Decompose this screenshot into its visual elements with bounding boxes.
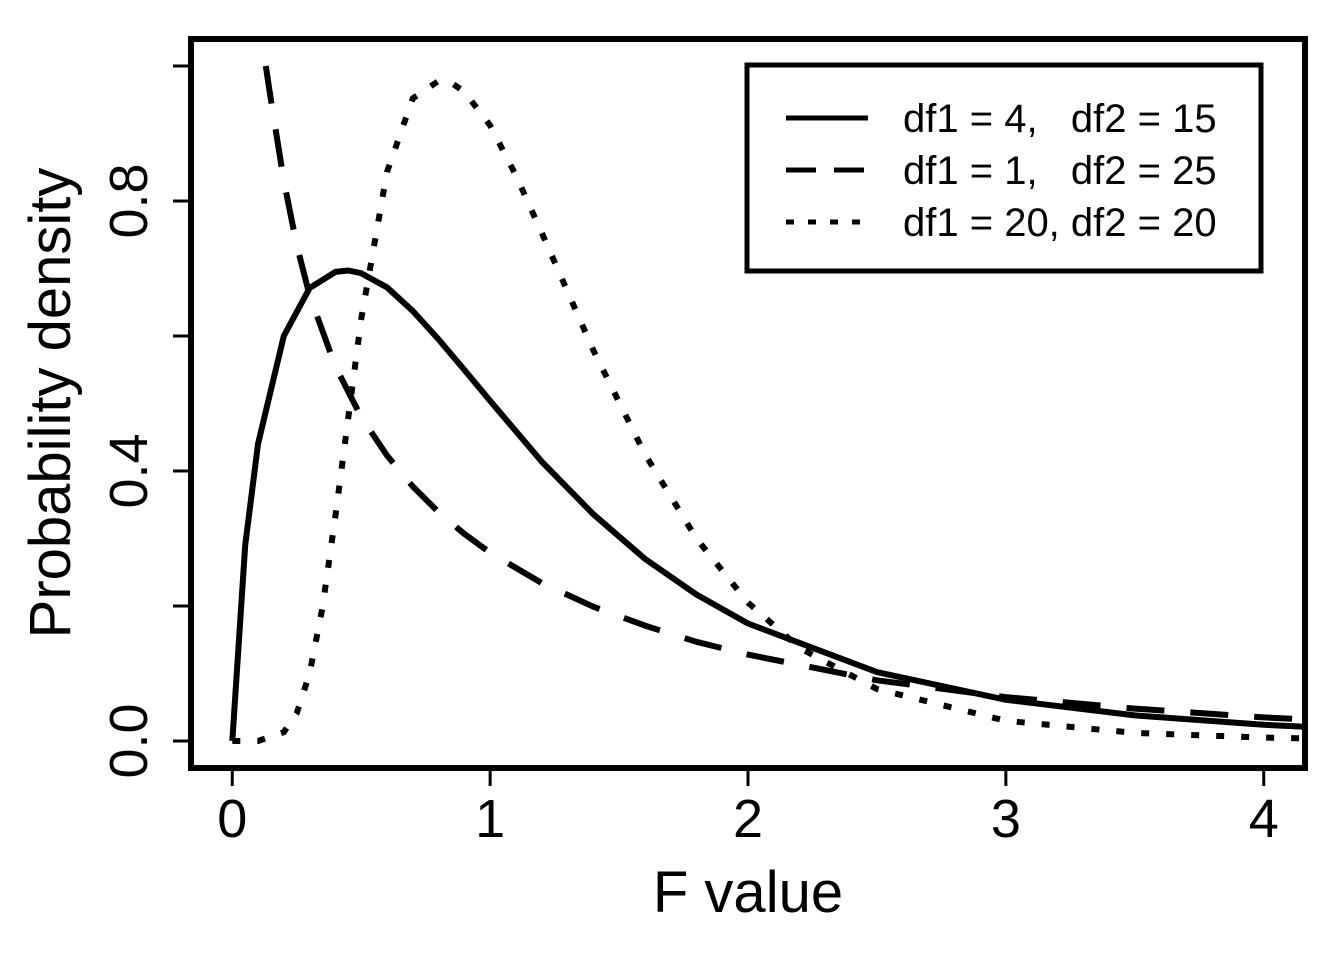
legend-box bbox=[744, 62, 1264, 274]
series-line-3 bbox=[232, 77, 1305, 744]
series-layer bbox=[229, 65, 1305, 744]
series-line-1 bbox=[229, 267, 1305, 742]
x-tick-label: 0 bbox=[217, 789, 247, 849]
x-tick-label: 2 bbox=[733, 789, 763, 849]
x-axis-title: F value bbox=[653, 860, 843, 925]
x-tick-label: 1 bbox=[475, 789, 505, 849]
y-tick-label: 0.8 bbox=[99, 163, 159, 238]
y-axis: 0.0 0.4 0.8 bbox=[99, 64, 192, 779]
x-tick-label: 3 bbox=[991, 789, 1021, 849]
legend-label-2: df1 = 1, df2 = 25 bbox=[903, 149, 1217, 193]
y-axis-title: Probability density bbox=[18, 168, 83, 639]
x-tick-label: 4 bbox=[1249, 789, 1279, 849]
y-tick-label: 0.4 bbox=[99, 433, 159, 508]
legend: df1 = 4, df2 = 15 df1 = 1, df2 = 25 df1 = … bbox=[744, 62, 1264, 274]
legend-label-1: df1 = 4, df2 = 15 bbox=[903, 97, 1217, 141]
series-line-2 bbox=[262, 65, 1305, 723]
y-tick-label: 0.0 bbox=[99, 703, 159, 778]
x-axis: 0 1 2 3 4 bbox=[217, 767, 1279, 849]
legend-label-3: df1 = 20, df2 = 20 bbox=[903, 201, 1217, 245]
